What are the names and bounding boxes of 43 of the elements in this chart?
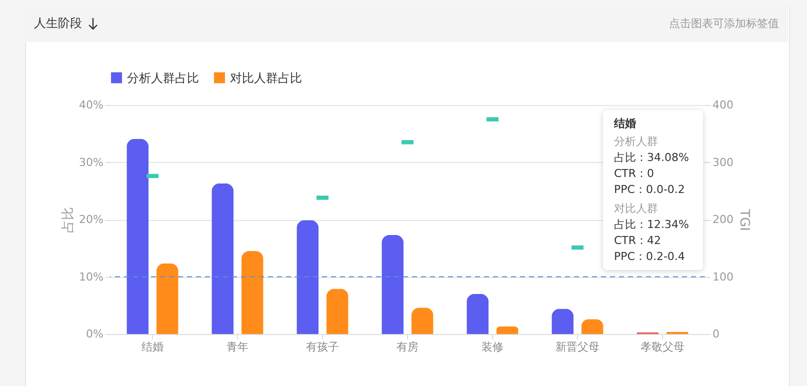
y2-tick-label: 0	[712, 328, 720, 340]
bar	[496, 326, 518, 334]
bar	[156, 263, 178, 334]
annotation: 分析人群	[614, 134, 659, 150]
bar	[552, 308, 574, 334]
text: 点击图表可添加标签值	[669, 16, 779, 31]
bar	[296, 220, 319, 334]
x-tick-label: 结婚	[142, 340, 164, 354]
annotation: 对比人群	[614, 201, 659, 217]
legend-label: 对比人群占比	[230, 70, 302, 85]
annotation: 结婚	[614, 116, 637, 132]
y2-tick-label: 100	[712, 270, 734, 284]
y-tick-label: 40%	[79, 98, 104, 112]
y2-axis-title: TGI	[736, 208, 752, 231]
x-tick-label: 有房	[396, 340, 418, 354]
annotation: CTR：0	[614, 166, 656, 182]
legend-label: 分析人群占比	[127, 70, 199, 85]
y-tick-label: 30%	[79, 156, 104, 169]
bar	[241, 250, 264, 334]
x-tick-label: 孝敬父母	[640, 340, 684, 354]
annotation: 占比：34.08%	[614, 150, 690, 166]
bar	[382, 234, 404, 334]
bar	[411, 308, 434, 334]
x-tick-label: 有孩子	[306, 340, 339, 354]
x-tick-label: 装修	[482, 340, 504, 354]
annotation: 占比：12.34%	[614, 217, 690, 233]
bar	[126, 138, 149, 334]
annotation: PPC：0.0-0.2	[614, 182, 686, 198]
bar	[326, 288, 348, 334]
y-axis-title: 占比	[61, 207, 76, 233]
bar	[212, 183, 234, 334]
y-tick-label: 0%	[86, 328, 104, 340]
y2-tick-label: 200	[712, 213, 734, 226]
y-tick-label: 10%	[79, 270, 104, 284]
chart-title: 人生阶段	[34, 16, 82, 30]
bar	[466, 294, 489, 334]
annotation: CTR：42	[614, 233, 662, 249]
y2-tick-label: 400	[712, 98, 734, 112]
x-tick-label: 青年	[226, 340, 248, 354]
y-tick-label: 20%	[79, 213, 104, 226]
annotation: PPC：0.2-0.4	[614, 249, 686, 265]
y2-tick-label: 300	[712, 156, 734, 169]
x-tick-label: 新晋父母	[556, 340, 600, 354]
